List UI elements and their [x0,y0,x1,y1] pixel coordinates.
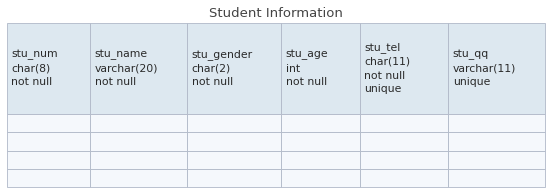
Text: Student Information: Student Information [209,7,343,20]
Bar [448,114,545,132]
Bar [7,150,90,169]
Bar [90,169,187,187]
Bar [282,150,359,169]
Bar [90,150,187,169]
Bar [7,169,90,187]
Bar [282,23,359,114]
Bar [7,23,90,114]
Text: stu_age
int
not null: stu_age int not null [286,50,328,87]
Bar [448,132,545,150]
Text: stu_qq
varchar(11)
unique: stu_qq varchar(11) unique [453,50,516,87]
Bar [90,114,187,132]
Bar [359,132,448,150]
Bar [7,114,90,132]
Bar [359,169,448,187]
Bar [187,23,282,114]
Bar [90,132,187,150]
Bar [282,169,359,187]
Text: stu_num
char(8)
not null: stu_num char(8) not null [11,50,57,87]
Bar [359,23,448,114]
Bar [448,150,545,169]
Bar [448,169,545,187]
Bar [90,23,187,114]
Bar [359,150,448,169]
Bar [187,114,282,132]
Text: stu_name
varchar(20)
not null: stu_name varchar(20) not null [94,50,158,87]
Bar [282,132,359,150]
Bar [359,114,448,132]
Bar [282,114,359,132]
Text: stu_gender
char(2)
not null: stu_gender char(2) not null [192,49,253,87]
Bar [448,23,545,114]
Bar [187,132,282,150]
Bar [187,150,282,169]
Text: stu_tel
char(11)
not null
unique: stu_tel char(11) not null unique [364,43,410,94]
Bar [7,132,90,150]
Bar [187,169,282,187]
